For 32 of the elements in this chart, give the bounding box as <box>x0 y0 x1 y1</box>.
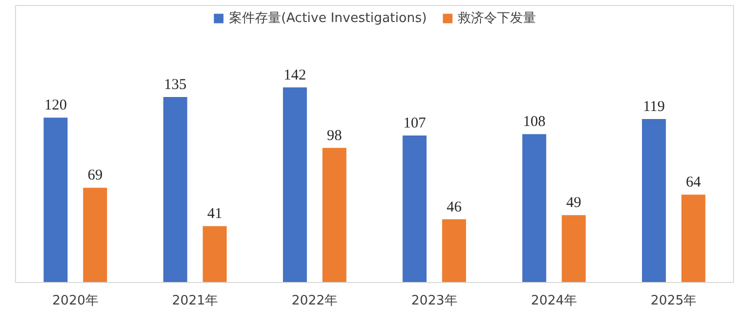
bar <box>562 215 586 282</box>
data-label: 135 <box>164 77 187 94</box>
data-label: 120 <box>44 98 67 114</box>
data-label: 49 <box>566 195 582 212</box>
data-label: 107 <box>403 116 426 132</box>
bar <box>163 97 188 282</box>
data-label: 108 <box>523 114 546 130</box>
x-tick-label: 2021年 <box>172 294 218 308</box>
bar <box>642 119 666 282</box>
legend-label: 救济令下发量 <box>458 10 536 27</box>
bar <box>681 194 706 282</box>
data-label: 119 <box>642 99 665 116</box>
x-tick-label: 2023年 <box>411 294 458 308</box>
x-tick-label: 2020年 <box>52 294 98 308</box>
data-label: 64 <box>686 174 702 191</box>
data-label: 46 <box>446 199 462 216</box>
data-label: 69 <box>88 168 103 184</box>
bar <box>282 87 307 282</box>
bar <box>44 118 68 282</box>
data-label: 98 <box>326 128 342 144</box>
x-tick-label: 2025年 <box>650 294 697 308</box>
data-label: 142 <box>284 67 306 84</box>
legend-label: 案件存量(Active Investigations) <box>229 10 427 27</box>
data-label: 41 <box>207 206 222 222</box>
x-tick-label: 2022年 <box>292 294 338 308</box>
x-tick-label: 2024年 <box>530 294 578 308</box>
bar <box>202 226 227 282</box>
bar <box>322 148 346 282</box>
bar <box>442 219 466 282</box>
bar <box>522 134 546 282</box>
bar <box>83 188 108 282</box>
bar <box>402 136 427 282</box>
